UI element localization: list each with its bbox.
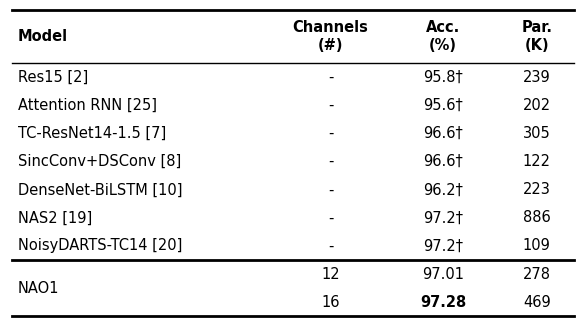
Text: 202: 202 — [523, 98, 551, 113]
Text: 96.6†: 96.6† — [423, 126, 463, 141]
Text: 109: 109 — [523, 239, 551, 254]
Text: NAS2 [19]: NAS2 [19] — [18, 210, 92, 225]
Text: 278: 278 — [523, 267, 551, 282]
Text: 469: 469 — [523, 295, 551, 310]
Text: Attention RNN [25]: Attention RNN [25] — [18, 98, 156, 113]
Text: 96.2†: 96.2† — [423, 182, 463, 197]
Text: 97.01: 97.01 — [422, 267, 464, 282]
Text: 886: 886 — [523, 210, 551, 225]
Text: NoisyDARTS-TC14 [20]: NoisyDARTS-TC14 [20] — [18, 239, 182, 254]
Text: DenseNet-BiLSTM [10]: DenseNet-BiLSTM [10] — [18, 182, 182, 197]
Text: -: - — [328, 154, 333, 169]
Text: 239: 239 — [523, 70, 551, 85]
Text: 305: 305 — [523, 126, 551, 141]
Text: Par.
(K): Par. (K) — [522, 21, 552, 53]
Text: Channels
(#): Channels (#) — [292, 21, 369, 53]
Text: -: - — [328, 239, 333, 254]
Text: 223: 223 — [523, 182, 551, 197]
Text: 122: 122 — [523, 154, 551, 169]
Text: 97.2†: 97.2† — [423, 210, 463, 225]
Text: -: - — [328, 210, 333, 225]
Text: 95.6†: 95.6† — [423, 98, 463, 113]
Text: -: - — [328, 98, 333, 113]
Text: -: - — [328, 70, 333, 85]
Text: -: - — [328, 182, 333, 197]
Text: Acc.
(%): Acc. (%) — [426, 21, 460, 53]
Text: Res15 [2]: Res15 [2] — [18, 70, 88, 85]
Text: 95.8†: 95.8† — [423, 70, 463, 85]
Text: 96.6†: 96.6† — [423, 154, 463, 169]
Text: NAO1: NAO1 — [18, 281, 59, 296]
Text: 12: 12 — [321, 267, 340, 282]
Text: -: - — [328, 126, 333, 141]
Text: 97.28: 97.28 — [420, 295, 466, 310]
Text: Model: Model — [18, 29, 68, 44]
Text: SincConv+DSConv [8]: SincConv+DSConv [8] — [18, 154, 181, 169]
Text: 16: 16 — [321, 295, 340, 310]
Text: 97.2†: 97.2† — [423, 239, 463, 254]
Text: TC-ResNet14-1.5 [7]: TC-ResNet14-1.5 [7] — [18, 126, 166, 141]
